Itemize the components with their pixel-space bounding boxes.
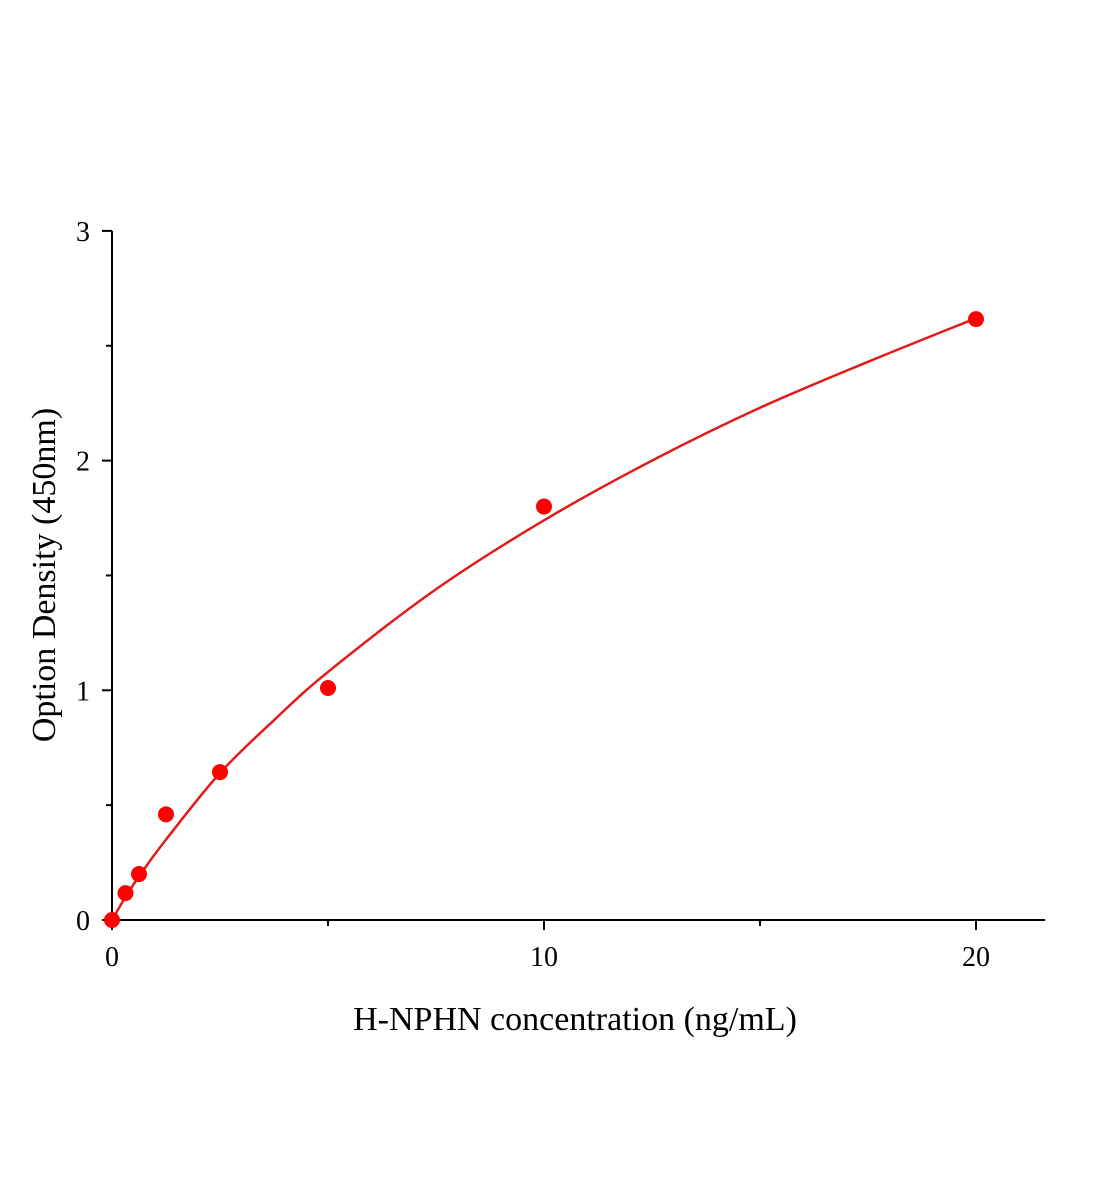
x-tick-label: 0 xyxy=(105,942,119,973)
data-point xyxy=(117,885,134,902)
y-axis-label: Option Density (450nm) xyxy=(26,408,63,742)
data-point xyxy=(104,912,120,928)
x-tick-label: 10 xyxy=(530,942,558,973)
data-points xyxy=(104,311,984,928)
ticks: 0 10 20 0 1 2 3 xyxy=(76,217,990,973)
x-tick-label: 20 xyxy=(962,942,990,973)
fit-curve xyxy=(110,317,977,921)
data-point xyxy=(158,806,174,823)
y-tick-label: 1 xyxy=(76,676,90,707)
axes xyxy=(111,230,1046,921)
data-point xyxy=(131,866,147,883)
y-tick-label: 2 xyxy=(76,447,90,478)
data-point xyxy=(968,311,984,328)
data-point xyxy=(536,498,552,515)
y-tick-label: 0 xyxy=(76,906,90,937)
y-tick-label: 3 xyxy=(76,217,90,248)
data-point xyxy=(320,680,336,697)
x-axis-label: H-NPHN concentration (ng/mL) xyxy=(353,1001,797,1038)
data-point xyxy=(212,764,228,781)
